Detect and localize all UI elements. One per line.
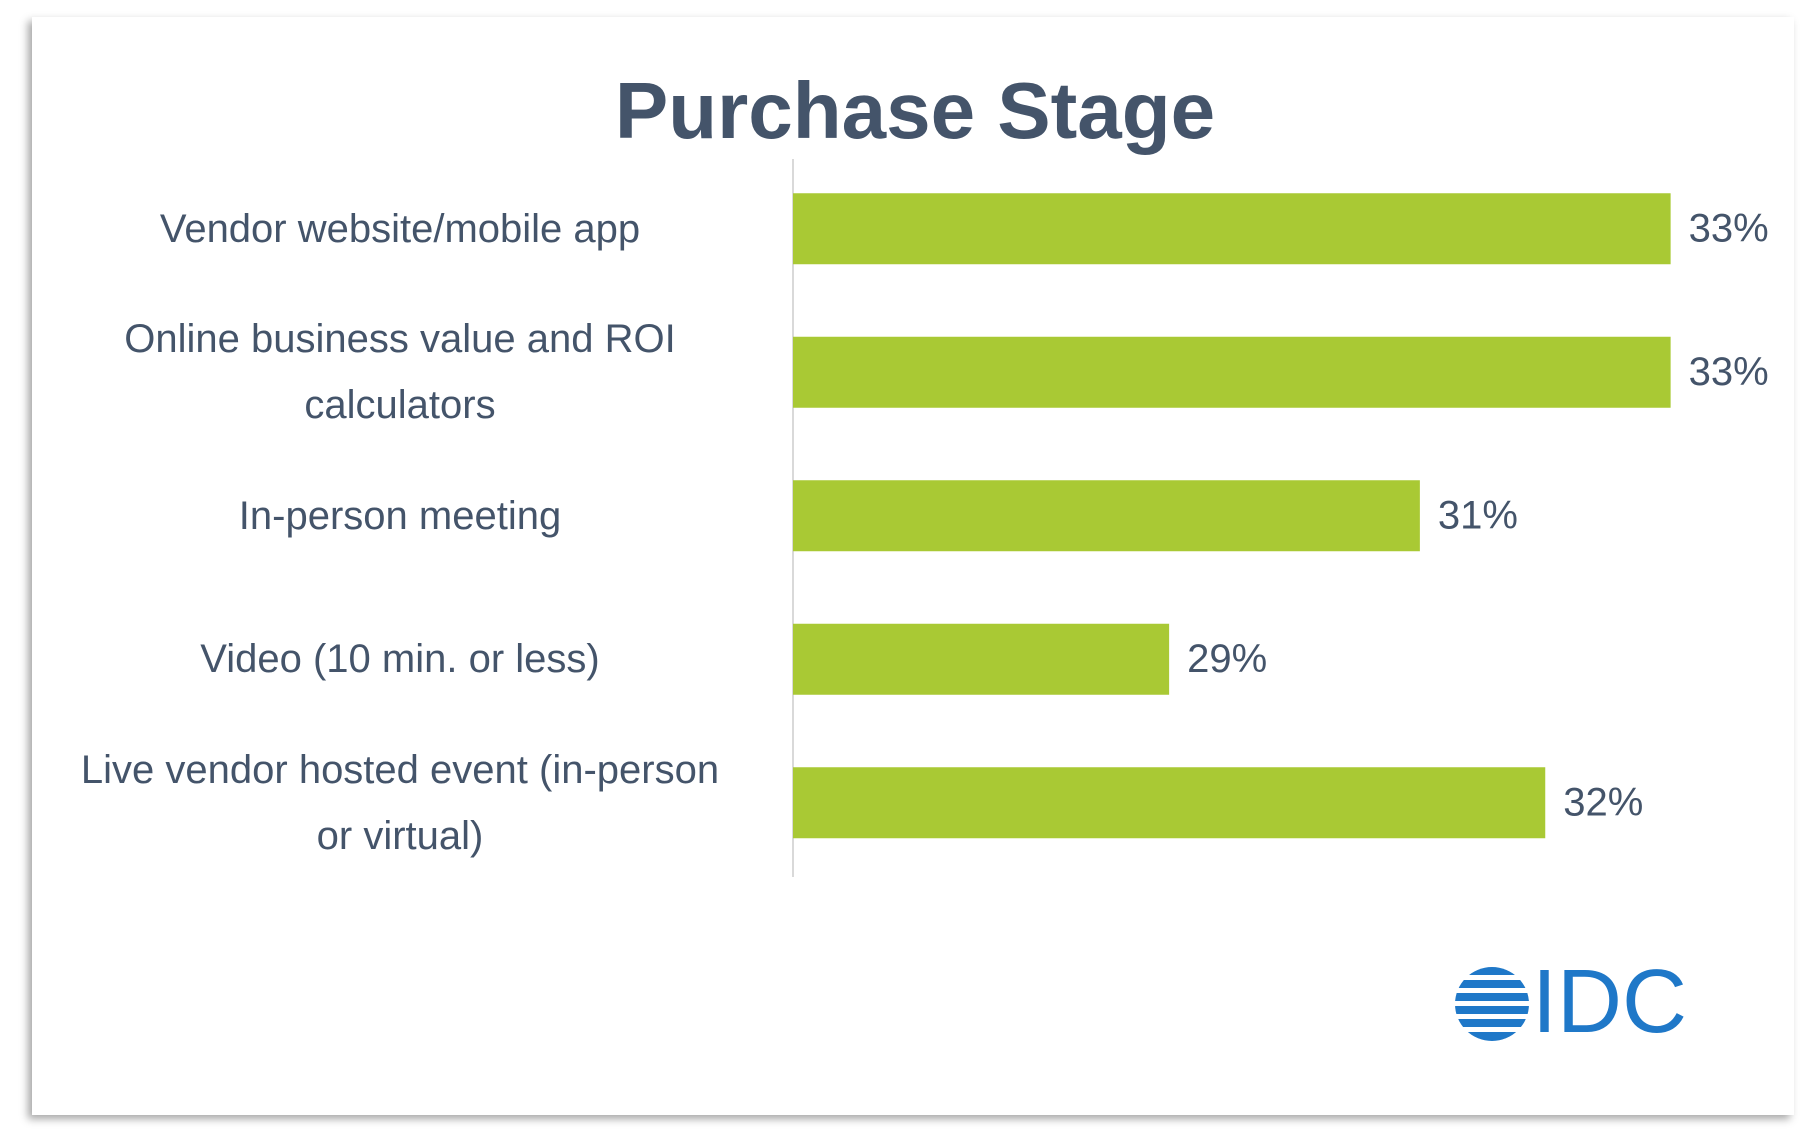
value-label: 32% (1563, 780, 1643, 824)
value-label: 29% (1187, 637, 1267, 681)
value-label: 33% (1689, 206, 1769, 250)
category-label: Vendor website/mobile app (159, 206, 641, 251)
chart-title: Purchase Stage (615, 66, 1215, 155)
bar (793, 480, 1420, 552)
logo-text: IDC (1532, 952, 1687, 1052)
bar (793, 623, 1170, 695)
category-label: Live vendor hosted event (in-person or v… (80, 747, 720, 858)
bar (793, 767, 1546, 839)
bar (793, 193, 1671, 265)
category-label: Video (10 min. or less) (200, 637, 600, 682)
logo: IDC (1455, 952, 1687, 1052)
value-label: 31% (1438, 493, 1518, 537)
bar (793, 336, 1671, 408)
category-label: Online business value and ROI calculator… (124, 317, 676, 428)
value-label: 33% (1689, 350, 1769, 394)
category-label: In-person meeting (238, 493, 562, 538)
